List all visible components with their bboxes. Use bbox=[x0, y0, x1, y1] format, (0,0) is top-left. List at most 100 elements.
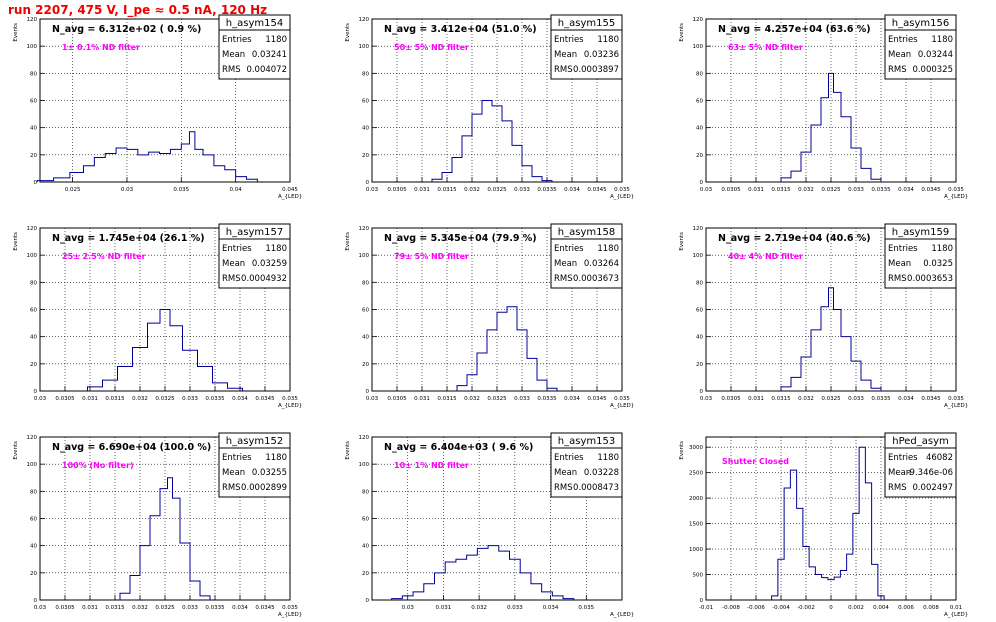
histogram-bin bbox=[130, 576, 140, 600]
stats-name: h_asym156 bbox=[892, 18, 949, 29]
x-tick-label: 0.0345 bbox=[587, 396, 607, 402]
y-tick-label: 120 bbox=[693, 17, 704, 23]
x-axis-title: A_{LED} bbox=[610, 194, 634, 200]
histogram-series bbox=[780, 287, 882, 391]
histogram-bin bbox=[214, 166, 225, 182]
y-tick-label: 0 bbox=[366, 389, 370, 395]
x-tick-label: 0.033 bbox=[514, 187, 530, 193]
histogram-bin bbox=[801, 357, 811, 391]
stats-name: h_asym157 bbox=[226, 227, 283, 238]
y-tick-label: 20 bbox=[362, 571, 369, 577]
histogram-bin bbox=[811, 125, 821, 182]
histogram-bin bbox=[195, 149, 203, 182]
y-tick-label: 40 bbox=[362, 335, 369, 341]
x-tick-label: 0.034 bbox=[898, 187, 914, 193]
x-tick-label: 0.031 bbox=[436, 605, 452, 611]
x-tick-label: 0.031 bbox=[414, 396, 430, 402]
histogram-bin bbox=[70, 172, 84, 182]
x-tick-label: 0.0315 bbox=[771, 187, 791, 193]
histogram-bin bbox=[781, 178, 791, 182]
histogram-bin bbox=[181, 144, 189, 182]
x-tick-label: 0.0305 bbox=[721, 396, 741, 402]
stats-label: RMS bbox=[888, 65, 907, 75]
y-axis-title: Events bbox=[345, 232, 351, 251]
stats-label: Entries bbox=[888, 244, 918, 254]
histogram-bin bbox=[520, 573, 531, 600]
y-tick-label: 20 bbox=[30, 362, 37, 368]
y-tick-label: 120 bbox=[693, 226, 704, 232]
filter-annotation: 1± 0.1% ND filter bbox=[62, 43, 140, 52]
histogram-bin bbox=[160, 153, 171, 182]
histogram-bin bbox=[127, 149, 138, 182]
histogram-bin bbox=[537, 380, 547, 391]
histogram-bin bbox=[811, 330, 821, 391]
x-tick-label: 0.032 bbox=[464, 187, 480, 193]
histogram-bin bbox=[821, 98, 829, 182]
x-tick-label: 0.0335 bbox=[537, 396, 557, 402]
y-tick-label: 120 bbox=[27, 435, 38, 441]
histogram-bin bbox=[236, 177, 247, 182]
x-tick-label: 0.032 bbox=[464, 396, 480, 402]
y-tick-label: 40 bbox=[30, 335, 37, 341]
histogram-bin bbox=[841, 117, 851, 182]
navg-label: N_avg = 6.312e+02 ( 0.9 %) bbox=[52, 24, 201, 35]
x-tick-label: 0.033 bbox=[507, 605, 523, 611]
stats-label: Mean bbox=[222, 468, 245, 478]
x-tick-label: 0.032 bbox=[798, 396, 814, 402]
x-tick-label: 0.0335 bbox=[205, 396, 225, 402]
x-tick-label: 0.032 bbox=[132, 605, 148, 611]
y-tick-label: 60 bbox=[30, 308, 37, 314]
histogram-bin bbox=[822, 578, 828, 600]
histogram-series bbox=[391, 545, 575, 600]
histogram-bin bbox=[492, 106, 502, 182]
histogram-bin bbox=[865, 483, 871, 600]
x-axis-title: A_{LED} bbox=[278, 612, 302, 618]
y-tick-label: 60 bbox=[30, 99, 37, 105]
filter-annotation: Shutter Closed bbox=[722, 457, 789, 466]
stats-name: hPed_asym bbox=[892, 436, 949, 447]
stats-box bbox=[218, 223, 291, 289]
histogram-bin bbox=[797, 508, 803, 600]
histogram-bin bbox=[225, 170, 236, 182]
x-tick-label: 0.004 bbox=[873, 605, 889, 611]
y-tick-label: 100 bbox=[359, 44, 370, 50]
x-tick-label: 0.025 bbox=[65, 187, 81, 193]
x-tick-label: 0.032 bbox=[132, 396, 148, 402]
y-tick-label: 0 bbox=[700, 389, 704, 395]
y-tick-label: 40 bbox=[696, 335, 703, 341]
histogram-panel-h_asym159: 0.03 0.0305 0.031 0.0315 0.032 0.0325 0.033 0.0… bbox=[679, 223, 968, 409]
stats-label: RMS bbox=[888, 483, 907, 493]
stats-label: RMS bbox=[222, 483, 241, 493]
x-tick-label: 0.032 bbox=[798, 187, 814, 193]
x-tick-label: 0.034 bbox=[232, 396, 248, 402]
stats-name: h_asym159 bbox=[892, 227, 949, 238]
histogram-bin bbox=[499, 551, 510, 600]
y-tick-label: 20 bbox=[362, 362, 369, 368]
stats-value: 1180 bbox=[597, 453, 619, 463]
stats-name: h_asym155 bbox=[558, 18, 615, 29]
stats-value: 0.03241 bbox=[252, 50, 287, 60]
histogram-bin bbox=[834, 577, 840, 600]
stats-label: Entries bbox=[554, 35, 584, 45]
histogram-series bbox=[771, 446, 885, 600]
histogram-bin bbox=[531, 584, 542, 600]
x-tick-label: 0.0315 bbox=[105, 396, 125, 402]
histogram-bin bbox=[170, 326, 183, 391]
y-tick-label: 60 bbox=[362, 99, 369, 105]
histogram-series bbox=[119, 477, 211, 600]
histogram-bin bbox=[118, 367, 133, 391]
stats-label: Mean bbox=[222, 50, 245, 60]
x-tick-label: 0.0315 bbox=[105, 605, 125, 611]
x-tick-label: -0.008 bbox=[722, 605, 740, 611]
histogram-bin bbox=[532, 177, 542, 182]
x-tick-label: 0.031 bbox=[82, 396, 98, 402]
stats-label: Mean bbox=[554, 468, 577, 478]
y-tick-label: 60 bbox=[696, 99, 703, 105]
histogram-bin bbox=[552, 596, 563, 600]
stats-label: Entries bbox=[222, 244, 252, 254]
histogram-bin bbox=[189, 132, 194, 182]
histogram-bin bbox=[502, 121, 512, 182]
histogram-bin bbox=[790, 470, 796, 600]
y-tick-label: 60 bbox=[362, 308, 369, 314]
